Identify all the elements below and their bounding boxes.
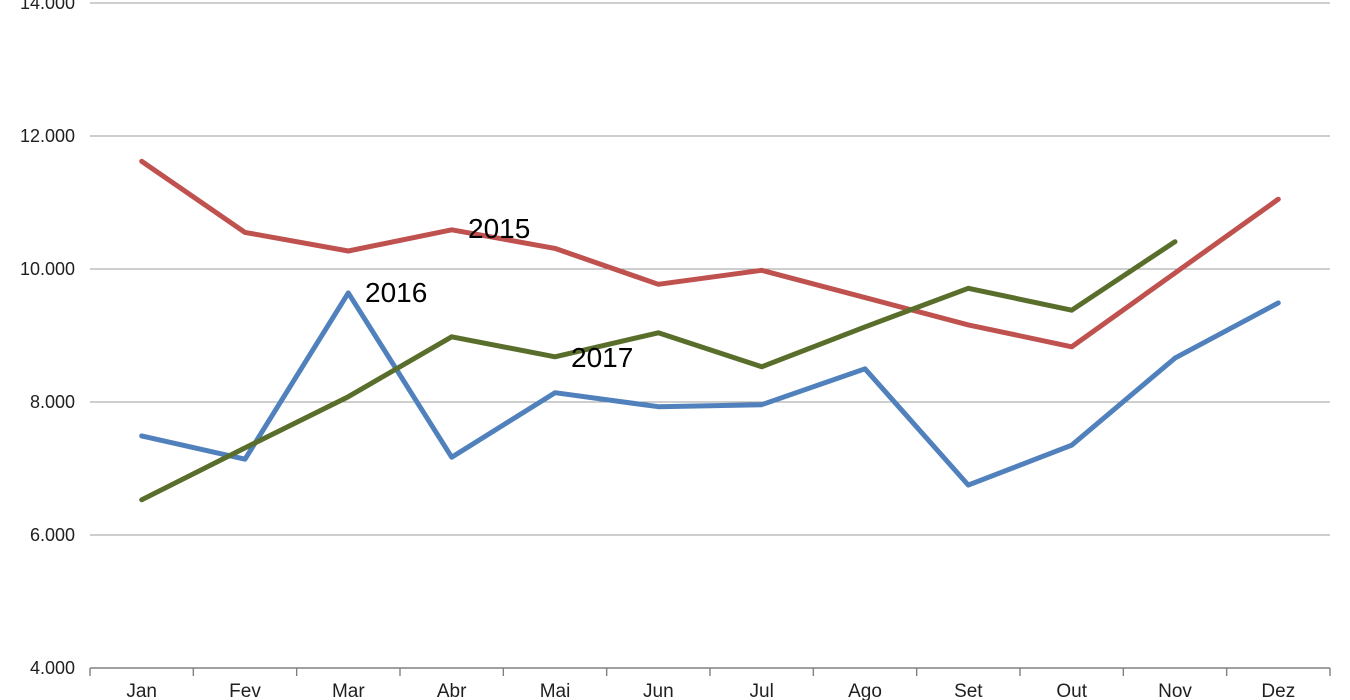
x-tick-label: Set [954, 681, 983, 700]
y-tick-label: 10.000 [19, 259, 75, 279]
series-label-2015: 2015 [468, 213, 531, 244]
y-tick-label: 6.000 [29, 525, 75, 545]
x-tick-label: Out [1056, 681, 1087, 700]
y-tick-label: 14.000 [19, 0, 75, 13]
y-tick-label: 4.000 [29, 658, 75, 678]
x-tick-label: Abr [436, 681, 467, 700]
series-line-2015 [139, 158, 1281, 350]
series-label-2017: 2017 [571, 342, 634, 373]
series-line-2017 [139, 239, 1178, 503]
x-tick-label: Jun [643, 681, 674, 700]
x-tick-label: Nov [1158, 681, 1192, 700]
x-tick-label: Jan [126, 681, 157, 700]
x-tick-label: Mar [331, 681, 365, 700]
y-tick-label: 8.000 [29, 392, 75, 412]
y-tick-label: 12.000 [19, 126, 75, 146]
series-label-2016: 2016 [365, 277, 428, 308]
x-tick-label: Jul [749, 681, 774, 700]
series-line-2016 [139, 290, 1281, 488]
x-tick-label: Dez [1261, 681, 1296, 700]
x-tick-label: Mai [539, 681, 571, 700]
x-tick-label: Fev [229, 681, 261, 700]
x-tick-label: Ago [848, 681, 882, 700]
